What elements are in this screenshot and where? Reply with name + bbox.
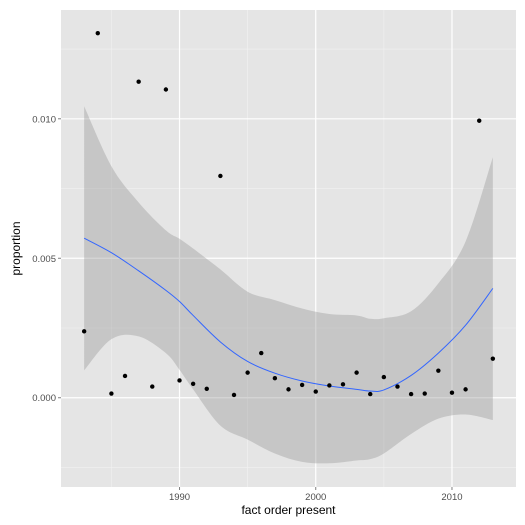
data-point	[286, 387, 291, 392]
data-point	[109, 391, 114, 396]
smooth-line	[83, 237, 494, 392]
grid-major	[61, 10, 516, 487]
data-point	[177, 378, 182, 383]
data-point	[272, 376, 278, 381]
x-tick-label: 1990	[169, 492, 190, 503]
data-point	[81, 329, 87, 334]
data-point	[449, 390, 455, 395]
data-point	[327, 383, 332, 388]
grid-minor	[61, 10, 516, 487]
data-point	[163, 87, 169, 92]
y-axis: 0.000 0.005 0.010	[32, 114, 61, 404]
data-point	[408, 391, 414, 397]
x-tick-label: 2010	[441, 492, 462, 503]
data-point	[422, 391, 427, 396]
data-point	[436, 368, 441, 373]
confidence-band	[84, 106, 493, 464]
data-point	[95, 30, 100, 36]
data-point	[136, 79, 141, 84]
x-axis: 1990 2000 2010	[169, 487, 463, 503]
data-point	[381, 374, 387, 380]
data-point	[313, 389, 318, 394]
data-point	[463, 387, 468, 392]
data-point	[190, 381, 196, 386]
y-axis-title: proportion	[9, 221, 23, 275]
data-point	[218, 173, 223, 179]
data-point	[204, 386, 209, 392]
data-point	[259, 350, 264, 356]
data-point	[122, 373, 128, 379]
data-point	[368, 391, 373, 397]
data-point	[490, 356, 496, 361]
y-tick-label: 0.010	[32, 114, 56, 125]
data-point	[299, 382, 305, 388]
data-point	[231, 392, 237, 398]
data-point	[477, 118, 482, 123]
data-points	[81, 30, 496, 398]
y-tick-label: 0.000	[32, 393, 56, 404]
data-point	[245, 370, 250, 375]
data-point	[340, 382, 346, 387]
plot-panel	[61, 10, 516, 487]
x-axis-title: fact order present	[241, 503, 336, 517]
data-point	[354, 370, 359, 375]
data-point	[395, 384, 400, 389]
x-tick-label: 2000	[305, 492, 326, 503]
y-tick-label: 0.005	[32, 254, 56, 265]
data-point	[150, 384, 155, 389]
